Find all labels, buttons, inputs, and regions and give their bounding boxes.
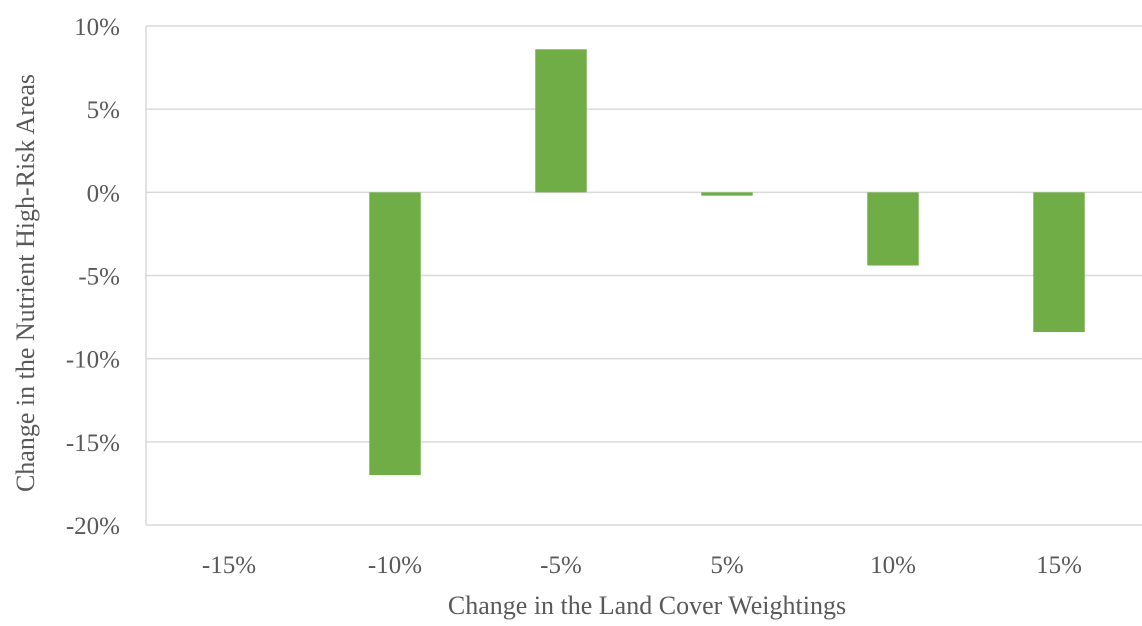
bar-6 bbox=[1033, 192, 1085, 333]
x-tick-label: -5% bbox=[540, 552, 582, 579]
bar-5 bbox=[867, 192, 919, 266]
y-tick-label: -10% bbox=[66, 347, 120, 374]
y-tick-label: 10% bbox=[74, 14, 120, 41]
y-axis-title: Change in the Nutrient High-Risk Areas bbox=[11, 74, 40, 492]
x-tick-label: 10% bbox=[870, 552, 916, 579]
x-tick-label: -10% bbox=[368, 552, 422, 579]
bar-4 bbox=[701, 192, 753, 196]
bars bbox=[369, 49, 1085, 476]
y-tick-label: 0% bbox=[87, 180, 120, 207]
bar-3 bbox=[535, 49, 587, 193]
x-tick-label: 5% bbox=[710, 552, 743, 579]
y-tick-label: 5% bbox=[87, 97, 120, 124]
x-axis-title: Change in the Land Cover Weightings bbox=[448, 591, 846, 620]
gridlines bbox=[145, 25, 1142, 526]
y-tick-label: -20% bbox=[66, 513, 120, 540]
x-tick-label: -15% bbox=[202, 552, 256, 579]
y-tick-label: -15% bbox=[66, 430, 120, 457]
x-tick-label: 15% bbox=[1036, 552, 1082, 579]
bar-2 bbox=[369, 192, 421, 476]
x-tick-labels: -15% -10% -5% 5% 10% 15% bbox=[202, 552, 1082, 579]
y-tick-label: -5% bbox=[78, 264, 120, 291]
y-tick-labels: 10% 5% 0% -5% -10% -15% -20% bbox=[66, 14, 120, 540]
